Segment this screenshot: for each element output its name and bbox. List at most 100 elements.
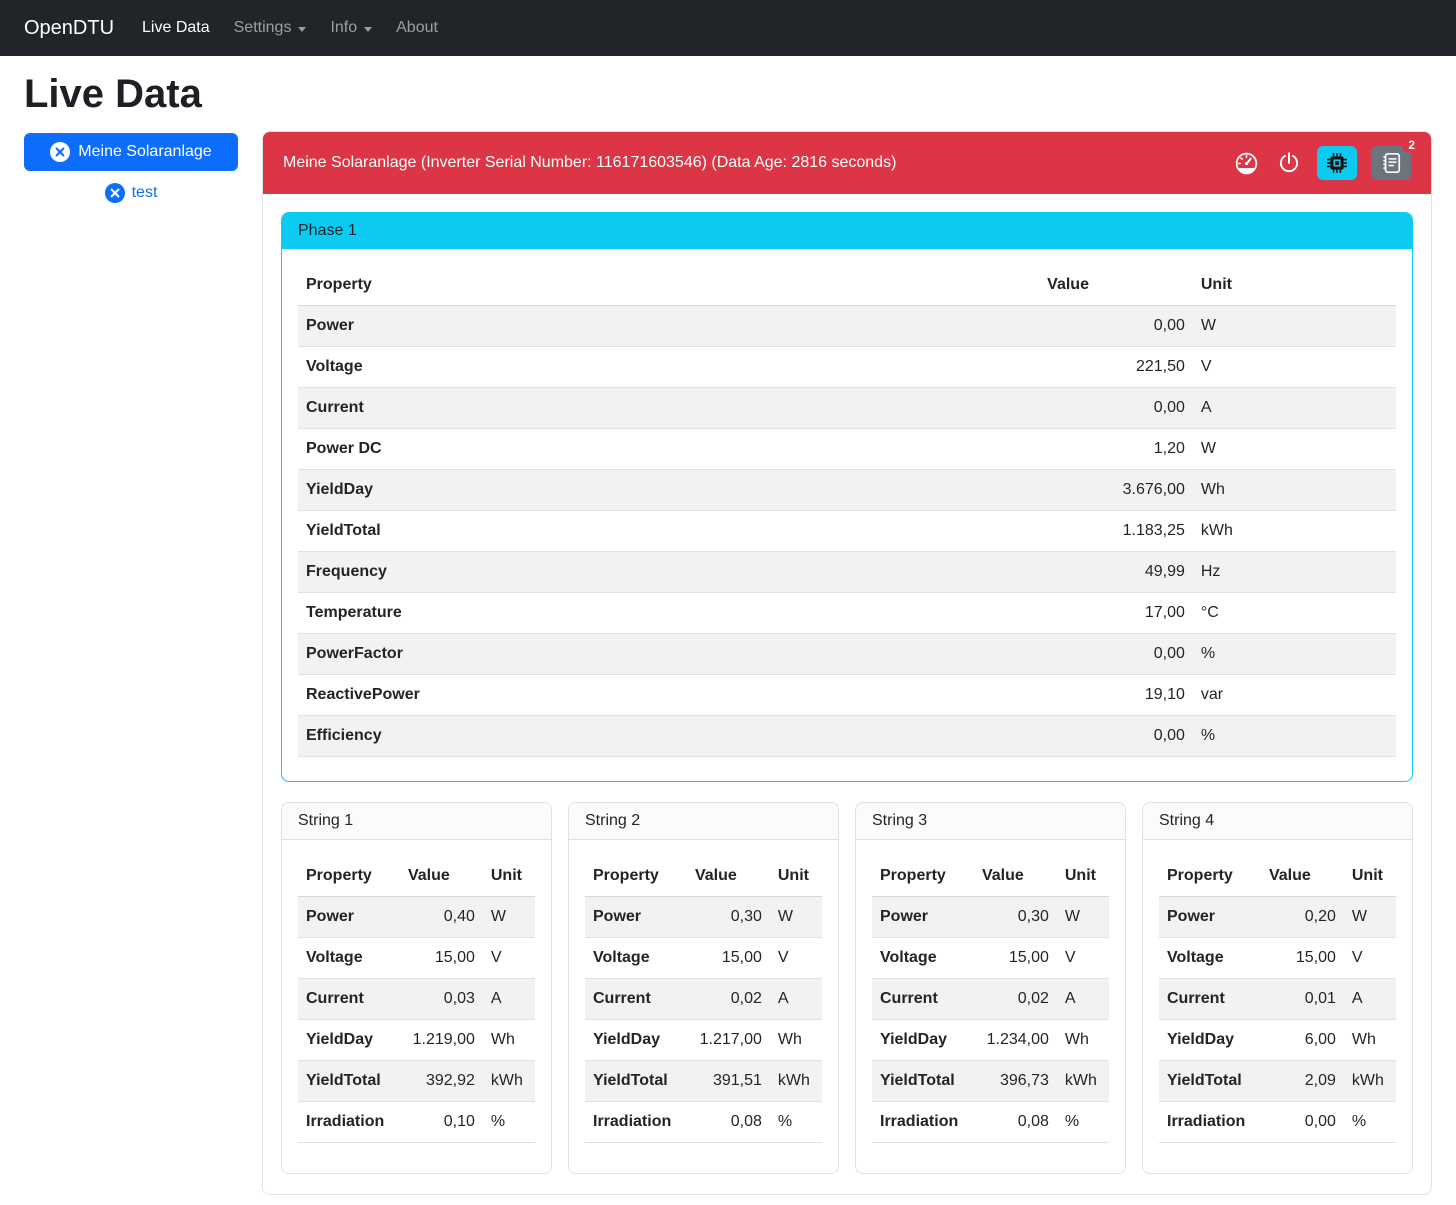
value-cell: 3.676,00 — [1039, 469, 1193, 511]
value-cell: 15,00 — [1260, 937, 1344, 979]
property-cell: Voltage — [585, 937, 687, 979]
table-row: Current 0,02 A — [585, 978, 822, 1020]
value-cell: 0,08 — [973, 1101, 1057, 1143]
property-cell: YieldDay — [872, 1019, 974, 1061]
unit-cell: % — [1192, 715, 1396, 757]
column-header-unit: Unit — [1343, 856, 1396, 897]
property-cell: YieldDay — [585, 1019, 687, 1061]
property-cell: Irradiation — [872, 1101, 974, 1143]
inverter-select-button-active[interactable]: Meine Solaranlage — [24, 133, 238, 171]
property-cell: YieldTotal — [585, 1060, 687, 1102]
column-header-unit: Unit — [482, 856, 535, 897]
inverter-card-header: Meine Solaranlage (Inverter Serial Numbe… — [263, 132, 1431, 194]
property-cell: YieldDay — [298, 469, 1040, 511]
string-card-4: String 4 Property Value Unit — [1142, 802, 1413, 1174]
property-cell: Power DC — [298, 428, 1040, 470]
inverter-select-link-test[interactable]: test — [24, 183, 238, 203]
unit-cell: % — [1343, 1101, 1396, 1143]
unit-cell: V — [1192, 346, 1396, 388]
unit-cell: W — [1192, 305, 1396, 347]
device-info-button[interactable] — [1317, 146, 1357, 180]
column-header-value: Value — [1039, 265, 1193, 306]
property-cell: Temperature — [298, 592, 1040, 634]
property-cell: Voltage — [298, 346, 1040, 388]
value-cell: 1,20 — [1039, 428, 1193, 470]
chevron-down-icon — [364, 26, 373, 32]
table-row: Power 0,20 W — [1159, 896, 1396, 938]
phase-card: Phase 1 Property Value Unit — [281, 212, 1413, 782]
column-header-property: Property — [298, 856, 400, 897]
unit-cell: W — [482, 896, 535, 938]
power-icon — [1279, 152, 1299, 173]
string-3-table: Property Value Unit Power 0,30 W Voltage 15,… — [872, 856, 1109, 1143]
nav-item-about[interactable]: About — [396, 19, 438, 37]
unit-cell: % — [769, 1101, 822, 1143]
nav-item-live-data-label: Live Data — [142, 19, 210, 36]
string-card-3: String 3 Property Value Unit — [855, 802, 1126, 1174]
string-card-2: String 2 Property Value Unit — [568, 802, 839, 1174]
event-log-button[interactable]: 2 — [1371, 137, 1421, 180]
value-cell: 1.234,00 — [973, 1019, 1057, 1061]
string-card-title: String 1 — [282, 803, 551, 840]
table-row: ReactivePower 19,10 var — [298, 674, 1396, 716]
nav-item-info[interactable]: Info — [330, 19, 373, 37]
unit-cell: W — [769, 896, 822, 938]
property-cell: Current — [1159, 978, 1261, 1020]
unit-cell: % — [1192, 633, 1396, 675]
nav-item-live-data[interactable]: Live Data — [142, 19, 210, 37]
table-header-row: Property Value Unit — [1159, 856, 1396, 897]
unit-cell: W — [1343, 896, 1396, 938]
unit-cell: Wh — [1192, 469, 1396, 511]
string-card-1: String 1 Property Value Unit — [281, 802, 552, 1174]
property-cell: Irradiation — [298, 1101, 400, 1143]
phase-table: Property Value Unit Power 0,00 W Voltage 221… — [298, 265, 1396, 757]
value-cell: 396,73 — [973, 1060, 1057, 1102]
limit-settings-button[interactable] — [1232, 149, 1261, 178]
value-cell: 391,51 — [686, 1060, 770, 1102]
value-cell: 0,30 — [686, 896, 770, 938]
unit-cell: Wh — [1056, 1019, 1109, 1061]
power-toggle-button[interactable] — [1275, 149, 1303, 177]
property-cell: Power — [1159, 896, 1261, 938]
column-header-value: Value — [686, 856, 770, 897]
table-row: Irradiation 0,08% — [585, 1101, 822, 1143]
table-row: Power 0,30 W — [585, 896, 822, 938]
table-row: YieldTotal 1.183,25 kWh — [298, 510, 1396, 552]
value-cell: 0,02 — [973, 978, 1057, 1020]
column-header-property: Property — [1159, 856, 1261, 897]
property-cell: YieldDay — [1159, 1019, 1261, 1061]
table-row: YieldTotal 2,09 kWh — [1159, 1060, 1396, 1102]
table-row: Power 0,00 W — [298, 305, 1396, 347]
unit-cell: % — [1056, 1101, 1109, 1143]
inverter-select-button-label: Meine Solaranlage — [78, 143, 212, 160]
column-header-unit: Unit — [1056, 856, 1109, 897]
column-header-unit: Unit — [769, 856, 822, 897]
unit-cell: V — [482, 937, 535, 979]
property-cell: Irradiation — [585, 1101, 687, 1143]
unit-cell: kWh — [769, 1060, 822, 1102]
inverter-select-link-label: test — [131, 184, 158, 201]
x-circle-icon — [50, 142, 71, 162]
unit-cell: V — [1343, 937, 1396, 979]
nav-item-settings[interactable]: Settings — [234, 19, 307, 37]
table-row: Voltage 15,00 V — [1159, 937, 1396, 979]
string-card-title: String 2 — [569, 803, 838, 840]
property-cell: Voltage — [298, 937, 400, 979]
property-cell: YieldTotal — [872, 1060, 974, 1102]
brand-logo[interactable]: OpenDTU — [24, 16, 115, 39]
value-cell: 0,01 — [1260, 978, 1344, 1020]
unit-cell: W — [1056, 896, 1109, 938]
unit-cell: A — [482, 978, 535, 1020]
table-row: Irradiation 0,00% — [1159, 1101, 1396, 1143]
value-cell: 2,09 — [1260, 1060, 1344, 1102]
table-row: Irradiation 0,10% — [298, 1101, 535, 1143]
table-header-row: Property Value Unit — [298, 265, 1396, 306]
value-cell: 6,00 — [1260, 1019, 1344, 1061]
value-cell: 0,20 — [1260, 896, 1344, 938]
x-circle-icon — [104, 183, 125, 203]
column-header-value: Value — [399, 856, 483, 897]
unit-cell: Hz — [1192, 551, 1396, 593]
value-cell: 0,40 — [399, 896, 483, 938]
value-cell: 0,00 — [1039, 633, 1193, 675]
journal-text-icon — [1383, 152, 1401, 174]
